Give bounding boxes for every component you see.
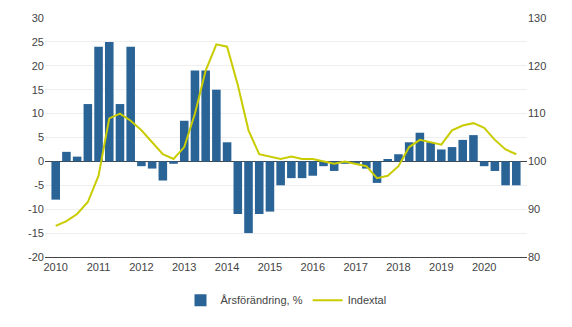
svg-text:120: 120 bbox=[528, 60, 546, 72]
svg-text:10: 10 bbox=[32, 107, 44, 119]
svg-text:-5: -5 bbox=[34, 179, 44, 191]
svg-text:2018: 2018 bbox=[386, 261, 410, 273]
svg-text:2010: 2010 bbox=[43, 261, 67, 273]
svg-text:Årsförändring, %: Årsförändring, % bbox=[221, 294, 303, 306]
svg-text:90: 90 bbox=[528, 203, 540, 215]
svg-text:2020: 2020 bbox=[472, 261, 496, 273]
svg-text:5: 5 bbox=[38, 131, 44, 143]
svg-text:15: 15 bbox=[32, 84, 44, 96]
svg-text:Indextal: Indextal bbox=[348, 294, 387, 306]
svg-text:20: 20 bbox=[32, 60, 44, 72]
svg-text:2017: 2017 bbox=[343, 261, 367, 273]
svg-text:130: 130 bbox=[528, 12, 546, 24]
svg-text:-20: -20 bbox=[28, 251, 44, 263]
svg-text:25: 25 bbox=[32, 36, 44, 48]
svg-text:80: 80 bbox=[528, 251, 540, 263]
svg-text:-15: -15 bbox=[28, 227, 44, 239]
svg-text:0: 0 bbox=[38, 155, 44, 167]
svg-text:2016: 2016 bbox=[301, 261, 325, 273]
svg-text:2015: 2015 bbox=[258, 261, 282, 273]
svg-text:-10: -10 bbox=[28, 203, 44, 215]
svg-text:110: 110 bbox=[528, 107, 546, 119]
svg-text:2011: 2011 bbox=[87, 261, 111, 273]
svg-text:2012: 2012 bbox=[129, 261, 153, 273]
svg-text:100: 100 bbox=[528, 155, 546, 167]
svg-text:2014: 2014 bbox=[215, 261, 239, 273]
svg-text:2019: 2019 bbox=[429, 261, 453, 273]
svg-text:2013: 2013 bbox=[172, 261, 196, 273]
svg-text:30: 30 bbox=[32, 12, 44, 24]
